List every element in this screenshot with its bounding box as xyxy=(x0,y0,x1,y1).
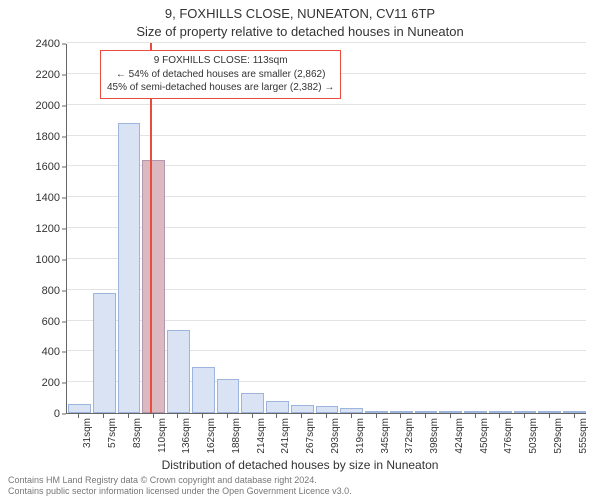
x-tick-label: 372sqm xyxy=(404,418,415,454)
x-tick-label: 450sqm xyxy=(479,418,490,454)
histogram-bar xyxy=(514,411,537,413)
histogram-bar xyxy=(93,293,116,413)
annotation-line-3: 45% of semi-detached houses are larger (… xyxy=(107,81,334,95)
x-tick-mark xyxy=(549,414,550,418)
histogram-bar xyxy=(192,367,215,413)
histogram-bar xyxy=(316,406,339,413)
x-tick-mark xyxy=(524,414,525,418)
y-tick-label: 1800 xyxy=(26,131,60,143)
histogram-bar xyxy=(464,411,487,413)
x-tick-label: 188sqm xyxy=(231,418,242,454)
x-tick-label: 398sqm xyxy=(429,418,440,454)
annotation-box: 9 FOXHILLS CLOSE: 113sqm ← 54% of detach… xyxy=(100,50,341,99)
x-tick-mark xyxy=(450,414,451,418)
x-tick-mark xyxy=(475,414,476,418)
footer-line-2: Contains public sector information licen… xyxy=(8,486,352,497)
x-tick-mark xyxy=(326,414,327,418)
histogram-bar xyxy=(563,411,586,413)
y-tick-label: 400 xyxy=(26,346,60,358)
x-tick-mark xyxy=(574,414,575,418)
x-tick-mark xyxy=(128,414,129,418)
x-tick-label: 162sqm xyxy=(206,418,217,454)
x-tick-label: 57sqm xyxy=(107,418,118,448)
x-axis-label: Distribution of detached houses by size … xyxy=(0,458,600,472)
x-tick-label: 110sqm xyxy=(157,418,168,453)
y-tick-label: 800 xyxy=(26,285,60,297)
x-tick-label: 555sqm xyxy=(578,418,589,454)
y-tick-label: 2000 xyxy=(26,100,60,112)
histogram-bar xyxy=(68,404,91,413)
subject-marker-line xyxy=(150,43,152,413)
x-tick-mark xyxy=(425,414,426,418)
x-tick-label: 267sqm xyxy=(305,418,316,454)
histogram-bar xyxy=(291,405,314,413)
grid-line xyxy=(67,42,586,43)
x-tick-mark xyxy=(376,414,377,418)
footer-attribution: Contains HM Land Registry data © Crown c… xyxy=(8,475,352,497)
highlight-bar xyxy=(142,160,165,413)
x-tick-label: 293sqm xyxy=(330,418,341,454)
chart-subtitle: Size of property relative to detached ho… xyxy=(0,24,600,39)
histogram-bar xyxy=(365,411,388,413)
x-tick-mark xyxy=(78,414,79,418)
x-tick-mark xyxy=(351,414,352,418)
histogram-bar xyxy=(538,411,561,413)
y-tick-label: 1400 xyxy=(26,192,60,204)
y-tick-label: 1600 xyxy=(26,161,60,173)
histogram-bar xyxy=(217,379,240,413)
x-tick-label: 241sqm xyxy=(280,418,291,454)
footer-line-1: Contains HM Land Registry data © Crown c… xyxy=(8,475,352,486)
histogram-bar xyxy=(340,408,363,413)
histogram-bar xyxy=(390,411,413,413)
x-tick-label: 424sqm xyxy=(454,418,465,454)
histogram-bar xyxy=(489,411,512,413)
x-tick-label: 136sqm xyxy=(181,418,192,454)
x-tick-mark xyxy=(252,414,253,418)
y-tick-label: 1200 xyxy=(26,223,60,235)
x-tick-label: 319sqm xyxy=(355,418,366,454)
histogram-bar xyxy=(167,330,190,413)
annotation-line-2: ← 54% of detached houses are smaller (2,… xyxy=(107,68,334,82)
histogram-bar xyxy=(241,393,264,413)
y-tick-label: 2200 xyxy=(26,69,60,81)
x-tick-label: 214sqm xyxy=(256,418,267,454)
y-tick-label: 2400 xyxy=(26,38,60,50)
histogram-bar xyxy=(266,401,289,413)
x-tick-mark xyxy=(301,414,302,418)
x-tick-mark xyxy=(400,414,401,418)
plot-area xyxy=(66,44,586,414)
x-tick-mark xyxy=(276,414,277,418)
x-tick-label: 31sqm xyxy=(82,418,93,448)
x-tick-mark xyxy=(202,414,203,418)
bars-group xyxy=(67,44,586,413)
y-tick-label: 1000 xyxy=(26,254,60,266)
chart-title: 9, FOXHILLS CLOSE, NUNEATON, CV11 6TP xyxy=(0,6,600,21)
y-tick-label: 600 xyxy=(26,316,60,328)
y-tick-label: 0 xyxy=(26,408,60,420)
x-tick-label: 503sqm xyxy=(528,418,539,454)
x-tick-mark xyxy=(103,414,104,418)
x-tick-label: 345sqm xyxy=(380,418,391,454)
histogram-bar xyxy=(415,411,438,413)
x-tick-mark xyxy=(227,414,228,418)
x-tick-mark xyxy=(177,414,178,418)
histogram-bar xyxy=(118,123,141,413)
y-tick-label: 200 xyxy=(26,377,60,389)
annotation-line-1: 9 FOXHILLS CLOSE: 113sqm xyxy=(107,54,334,68)
x-tick-label: 529sqm xyxy=(553,418,564,454)
chart-container: 9, FOXHILLS CLOSE, NUNEATON, CV11 6TP Si… xyxy=(0,0,600,500)
x-tick-mark xyxy=(153,414,154,418)
x-tick-label: 83sqm xyxy=(132,418,143,448)
x-tick-label: 476sqm xyxy=(503,418,514,454)
x-tick-mark xyxy=(499,414,500,418)
histogram-bar xyxy=(439,411,462,413)
